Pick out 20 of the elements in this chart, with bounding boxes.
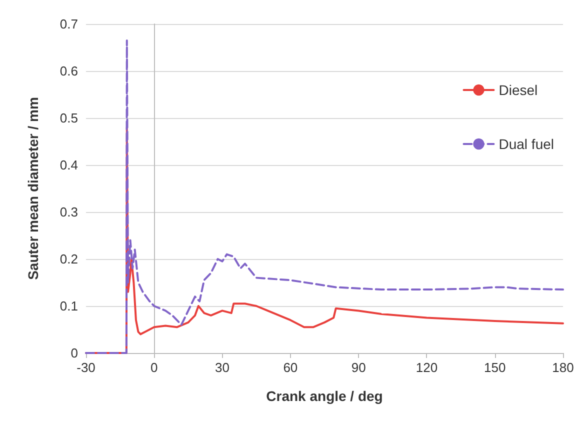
x-axis-title: Crank angle / deg [266,388,383,404]
x-tick-label: 30 [215,360,230,375]
legend-label: Diesel [498,82,538,98]
y-tick-label: 0.7 [60,16,78,32]
y-tick-label: 0 [70,346,78,360]
y-tick-label: 0.2 [60,252,78,266]
y-axis-title: Sauter mean diameter / mm [25,97,41,280]
x-tick-label: 180 [552,360,574,375]
x-tick-label: 60 [283,360,298,375]
y-tick-label: 0.4 [60,158,78,172]
x-tick-label: -30 [76,360,96,375]
x-tick-label: 0 [150,360,158,375]
y-tick-label: 0.6 [60,64,78,78]
y-tick-label: 0.5 [60,110,78,126]
legend-label: Dual fuel [498,136,554,152]
x-tick-label: 90 [351,360,366,375]
y-tick-label: 0.1 [60,298,78,314]
x-tick-label: 120 [416,360,438,375]
x-tick-label: 150 [484,360,506,375]
y-tick-label: 0.3 [60,204,78,220]
